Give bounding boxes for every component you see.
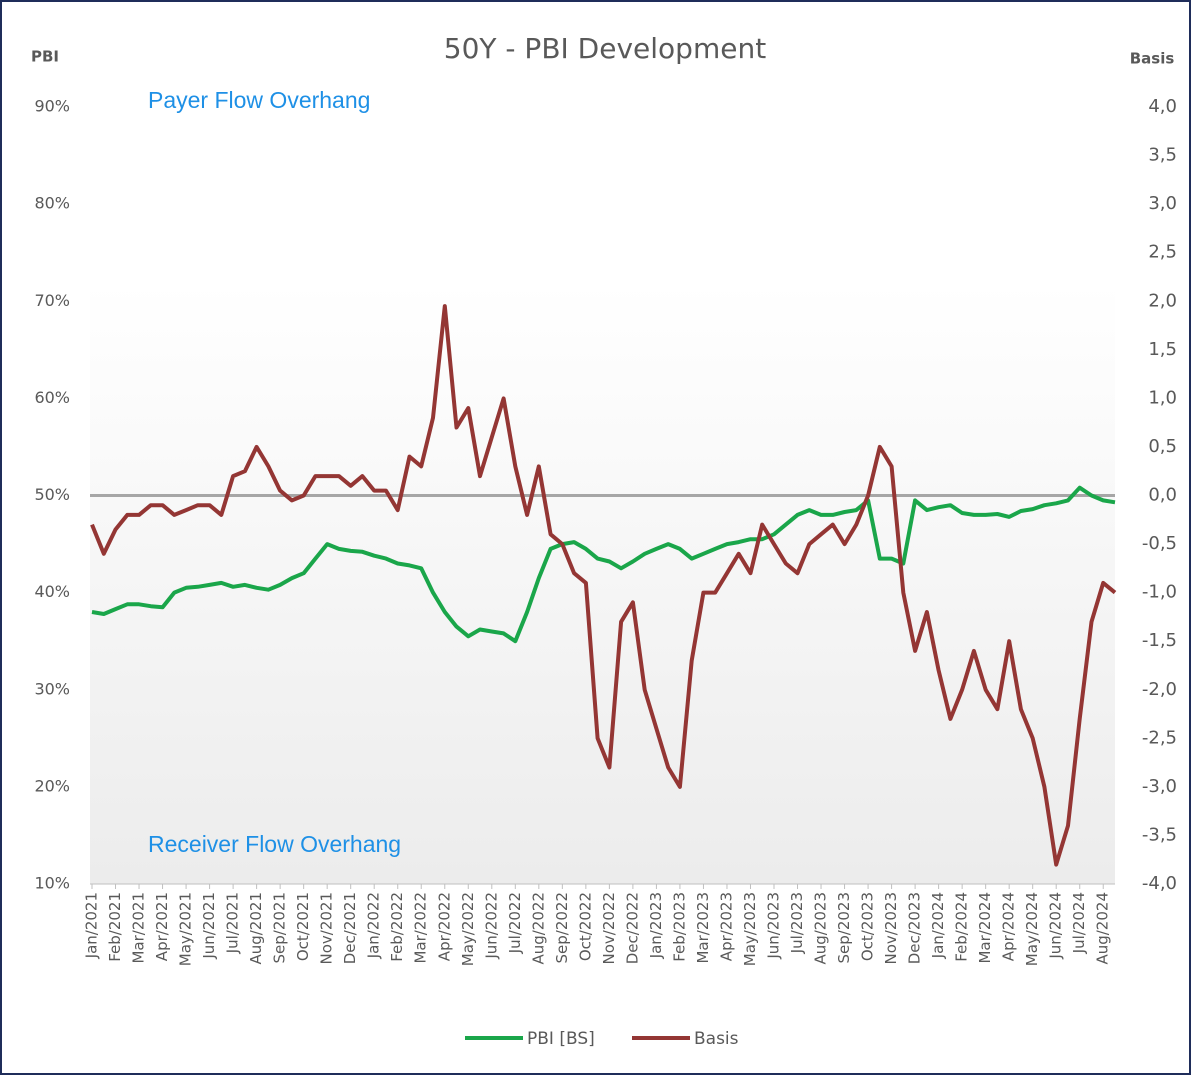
y2-tick-label: 1,5 bbox=[1148, 339, 1177, 360]
x-tick-label: Jun/2023 bbox=[765, 892, 783, 960]
series-line bbox=[91, 485, 1116, 644]
y-tick-label: 10% bbox=[34, 874, 70, 893]
x-tick-label: Oct/2021 bbox=[294, 892, 312, 961]
x-tick-label: Sep/2021 bbox=[271, 892, 289, 964]
y2-tick-label: -3,5 bbox=[1142, 824, 1177, 845]
x-tick-label: Jan/2022 bbox=[365, 892, 383, 959]
y-tick-label: 70% bbox=[34, 291, 70, 310]
x-tick-label: Jul/2021 bbox=[224, 892, 242, 954]
x-tick-label: Jun/2021 bbox=[200, 892, 218, 960]
x-tick-label: Oct/2022 bbox=[576, 892, 594, 961]
x-tick-label: Mar/2024 bbox=[976, 892, 994, 964]
x-tick-label: Feb/2024 bbox=[953, 892, 971, 962]
y-tick-label: 90% bbox=[34, 97, 70, 116]
y2-tick-label: -1,0 bbox=[1142, 582, 1177, 603]
y-tick-label: 80% bbox=[34, 194, 70, 213]
x-tick-label: May/2024 bbox=[1023, 892, 1041, 966]
legend-label: PBI [BS] bbox=[527, 1029, 595, 1049]
x-tick-label: Apr/2021 bbox=[153, 892, 171, 961]
x-tick-label: Jul/2024 bbox=[1070, 892, 1088, 954]
y-tick-label: 30% bbox=[34, 679, 70, 698]
x-tick-label: May/2021 bbox=[177, 892, 195, 966]
y-tick-label: 40% bbox=[34, 582, 70, 601]
y-tick-label: 50% bbox=[34, 485, 70, 504]
x-tick-label: Feb/2023 bbox=[670, 892, 688, 962]
x-tick-label: Nov/2023 bbox=[882, 892, 900, 965]
x-tick-label: Dec/2022 bbox=[623, 892, 641, 964]
y2-tick-label: 2,5 bbox=[1148, 242, 1177, 263]
y2-tick-label: 0,5 bbox=[1148, 436, 1177, 457]
y2-tick-label: -4,0 bbox=[1142, 873, 1177, 894]
y2-tick-label: 0,0 bbox=[1148, 485, 1177, 506]
x-tick-label: Apr/2023 bbox=[717, 892, 735, 961]
x-tick-label: Jun/2022 bbox=[482, 892, 500, 960]
y2-tick-label: 3,0 bbox=[1148, 193, 1177, 214]
x-tick-label: Jul/2023 bbox=[788, 892, 806, 954]
x-tick-label: Mar/2021 bbox=[130, 892, 148, 964]
x-tick-label: Aug/2024 bbox=[1094, 892, 1112, 965]
x-tick-label: Nov/2021 bbox=[318, 892, 336, 965]
x-tick-label: Jan/2023 bbox=[647, 892, 665, 959]
x-tick-label: Aug/2022 bbox=[529, 892, 547, 965]
x-tick-label: Dec/2023 bbox=[906, 892, 924, 964]
x-tick-label: Feb/2021 bbox=[106, 892, 124, 962]
y-tick-label: 20% bbox=[34, 776, 70, 795]
y-axis-title: PBI bbox=[31, 48, 59, 66]
y2-tick-label: -3,0 bbox=[1142, 776, 1177, 797]
y2-tick-label: 4,0 bbox=[1148, 96, 1177, 117]
annotation: Receiver Flow Overhang bbox=[148, 831, 401, 857]
x-tick-label: Aug/2021 bbox=[247, 892, 265, 965]
y2-tick-label: 2,0 bbox=[1148, 290, 1177, 311]
x-tick-label: May/2023 bbox=[741, 892, 759, 966]
x-tick-label: Sep/2022 bbox=[553, 892, 571, 964]
x-tick-label: Jun/2024 bbox=[1047, 892, 1065, 960]
x-tick-label: Jan/2021 bbox=[83, 892, 101, 959]
legend-label: Basis bbox=[694, 1029, 739, 1049]
x-tick-label: Apr/2022 bbox=[435, 892, 453, 961]
y2-tick-label: -2,5 bbox=[1142, 727, 1177, 748]
y2-tick-label: 3,5 bbox=[1148, 145, 1177, 166]
series-line bbox=[90, 304, 1117, 867]
x-tick-label: Jan/2024 bbox=[929, 892, 947, 959]
x-tick-label: Oct/2023 bbox=[859, 892, 877, 961]
x-tick-label: Jul/2022 bbox=[506, 892, 524, 954]
x-tick-label: Mar/2022 bbox=[412, 892, 430, 964]
x-tick-label: Mar/2023 bbox=[694, 892, 712, 964]
y2-tick-label: -1,5 bbox=[1142, 630, 1177, 651]
x-tick-label: Sep/2023 bbox=[835, 892, 853, 964]
x-tick-label: Feb/2022 bbox=[388, 892, 406, 962]
plot-shade bbox=[90, 283, 1115, 884]
annotation: Payer Flow Overhang bbox=[148, 87, 370, 113]
y2-tick-label: 1,0 bbox=[1148, 387, 1177, 408]
x-tick-label: May/2022 bbox=[459, 892, 477, 966]
y-tick-label: 60% bbox=[34, 388, 70, 407]
x-tick-label: Apr/2024 bbox=[1000, 892, 1018, 961]
x-tick-label: Dec/2021 bbox=[341, 892, 359, 964]
y2-axis-title: Basis bbox=[1130, 50, 1175, 68]
x-tick-label: Aug/2023 bbox=[812, 892, 830, 965]
x-tick-label: Nov/2022 bbox=[600, 892, 618, 965]
y2-tick-label: -0,5 bbox=[1142, 533, 1177, 554]
chart-title: 50Y - PBI Development bbox=[444, 32, 766, 65]
y2-tick-label: -2,0 bbox=[1142, 679, 1177, 700]
